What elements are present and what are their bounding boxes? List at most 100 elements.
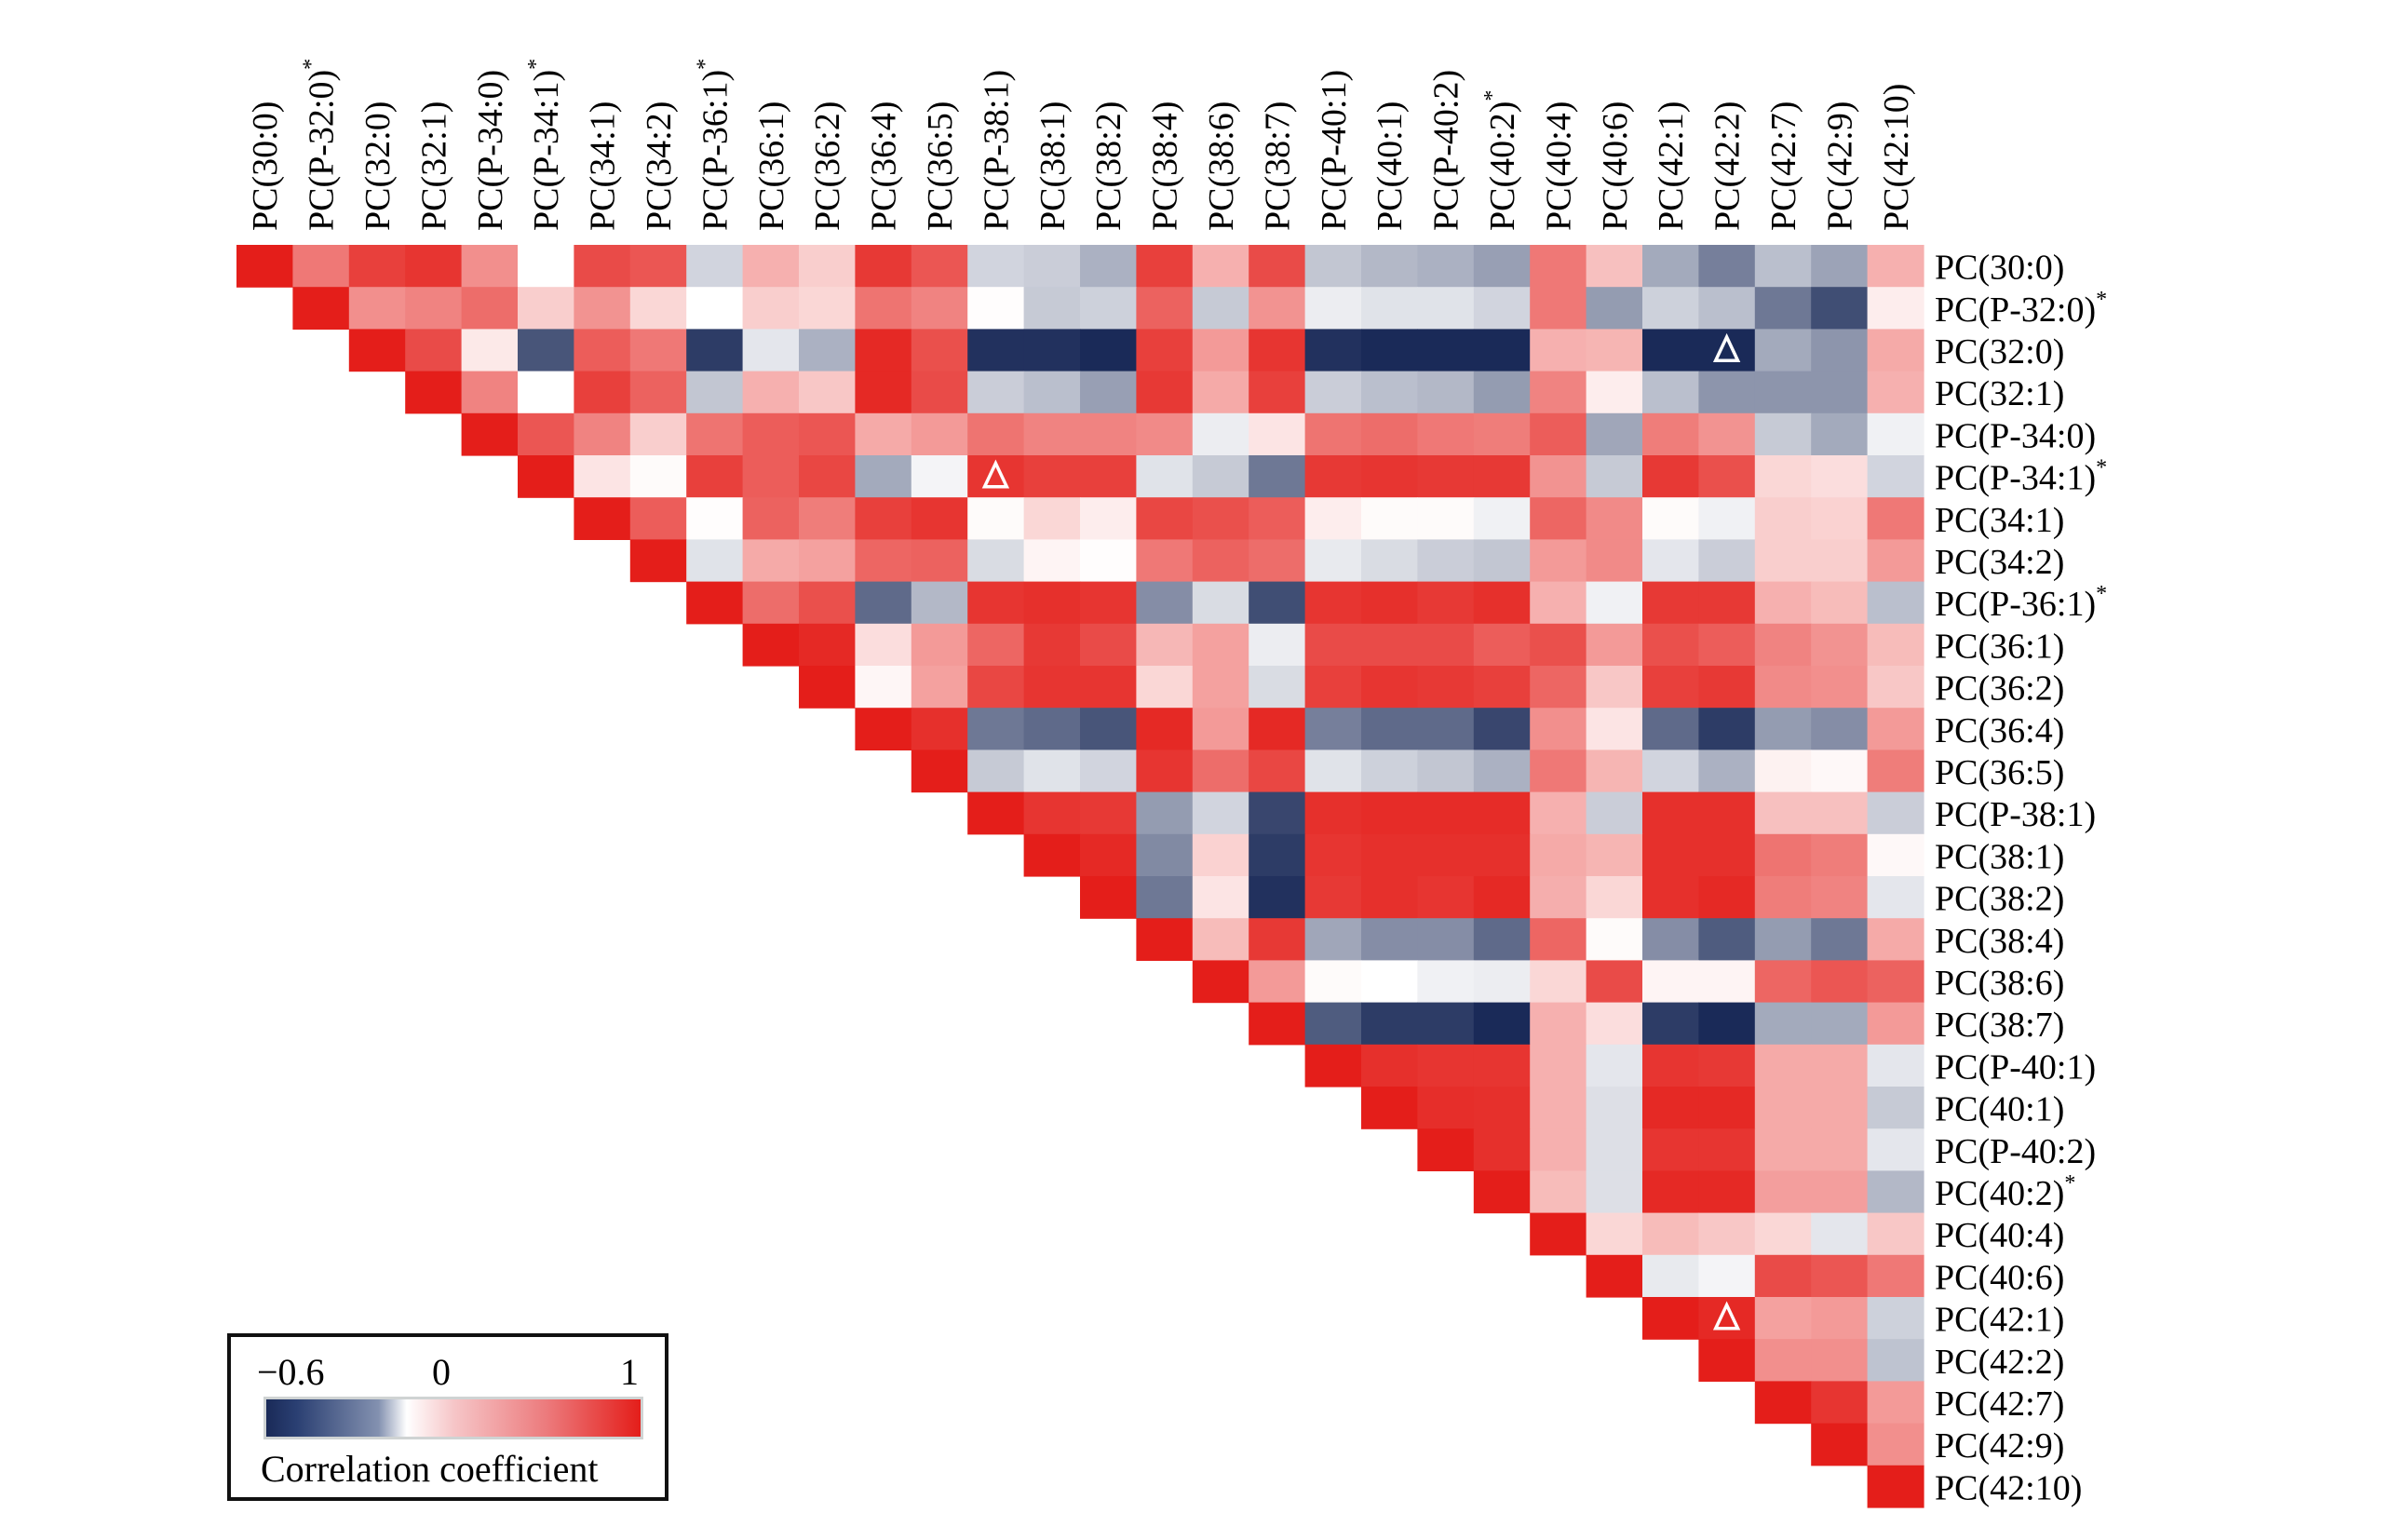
heatmap-cell: [1698, 497, 1756, 540]
heatmap-cell: [1754, 750, 1812, 793]
heatmap-cell: [967, 623, 1025, 667]
heatmap-cell: [1642, 1087, 1699, 1129]
heatmap-cell: [967, 539, 1025, 583]
heatmap-cell: [1192, 497, 1249, 540]
heatmap-cell: [1304, 581, 1362, 625]
heatmap-cell: [574, 245, 631, 288]
heatmap-cell: [1754, 666, 1812, 709]
column-label: PC(34:1): [584, 101, 623, 231]
heatmap-cell: [1642, 1128, 1699, 1171]
row-label: PC(36:2): [1935, 669, 2064, 709]
heatmap-cell: [1249, 666, 1306, 709]
row-label: PC(P-40:2): [1935, 1132, 2096, 1171]
heatmap-cell: [1530, 329, 1587, 372]
heatmap-cell: [1586, 623, 1643, 667]
heatmap-cell: [1023, 666, 1081, 709]
heatmap-cell: [911, 287, 968, 330]
heatmap-cell: [1586, 1128, 1643, 1171]
heatmap-cell: [686, 287, 744, 330]
column-label: PC(P-34:0): [471, 70, 510, 231]
heatmap-cell: [1811, 1128, 1869, 1171]
column-label: PC(38:2): [1089, 101, 1128, 231]
heatmap-cell: [1473, 581, 1531, 625]
column-label: PC(P-36:1)*: [693, 59, 735, 231]
heatmap-cell: [518, 371, 574, 414]
heatmap-cell: [1530, 1002, 1587, 1046]
heatmap-cell: [1754, 497, 1812, 540]
heatmap-cell: [1304, 791, 1362, 835]
row-label: PC(40:6): [1935, 1258, 2064, 1297]
heatmap-cell: [1642, 1170, 1699, 1214]
heatmap-cell: [1530, 539, 1587, 583]
heatmap-cell: [1192, 666, 1249, 709]
heatmap-cell: [799, 455, 856, 498]
heatmap-cell: [574, 497, 631, 540]
heatmap-cell: [1080, 539, 1137, 583]
heatmap-cell: [1304, 918, 1362, 961]
heatmap-cell: [1867, 960, 1924, 1004]
heatmap-cell: [461, 371, 519, 414]
heatmap-cell: [1586, 1254, 1643, 1298]
heatmap-cell: [1530, 412, 1587, 456]
heatmap-cell: [1080, 245, 1137, 288]
heatmap-cell: [629, 245, 687, 288]
heatmap-cell: [799, 497, 856, 540]
heatmap-cell: [1473, 497, 1531, 540]
heatmap-cell: [1473, 1087, 1531, 1129]
heatmap-cell: [1249, 287, 1306, 330]
heatmap-cell: [1304, 666, 1362, 709]
heatmap-cell: [1417, 287, 1475, 330]
heatmap-cell: [1136, 371, 1194, 414]
heatmap-cell: [1754, 791, 1812, 835]
heatmap-cell: [1530, 623, 1587, 667]
heatmap-cell: [574, 455, 631, 498]
heatmap-cell: [1417, 1087, 1475, 1129]
column-label: PC(42:7): [1764, 101, 1803, 231]
heatmap-cell: [1136, 708, 1194, 750]
heatmap-cell: [686, 329, 744, 372]
heatmap-cell: [1417, 245, 1475, 288]
heatmap-cell: [405, 245, 463, 288]
heatmap-cell: [1642, 539, 1699, 583]
heatmap-cell: [1586, 666, 1643, 709]
heatmap-cell: [742, 455, 800, 498]
heatmap-cell: [1642, 329, 1699, 372]
row-label: PC(42:2): [1935, 1343, 2064, 1382]
heatmap-cell: [911, 623, 968, 667]
heatmap-cell: [1530, 750, 1587, 793]
heatmap-cell: [1698, 1254, 1756, 1298]
heatmap-cell: [1867, 876, 1924, 919]
heatmap-cell: [1642, 791, 1699, 835]
heatmap-cell: [1249, 497, 1306, 540]
heatmap-cell: [1249, 833, 1306, 877]
heatmap-cell: [1867, 1423, 1924, 1466]
heatmap-cell: [1023, 497, 1081, 540]
heatmap-cell: [1642, 833, 1699, 877]
heatmap-cell: [1642, 708, 1699, 750]
heatmap-cell: [1586, 1087, 1643, 1129]
heatmap-cell: [1136, 539, 1194, 583]
heatmap-cell: [629, 412, 687, 456]
heatmap-cell: [1530, 245, 1587, 288]
heatmap-cell: [1754, 581, 1812, 625]
row-label: PC(38:6): [1935, 964, 2064, 1003]
column-label: PC(42:10): [1877, 84, 1916, 231]
heatmap-cell: [574, 329, 631, 372]
heatmap-cell: [1867, 245, 1924, 288]
heatmap-cell: [574, 287, 631, 330]
row-label: PC(40:1): [1935, 1090, 2064, 1129]
heatmap-cell: [1473, 1044, 1531, 1087]
heatmap-cell: [405, 287, 463, 330]
heatmap-cell: [1530, 960, 1587, 1004]
heatmap-cell: [1642, 455, 1699, 498]
heatmap-cell: [1304, 329, 1362, 372]
heatmap-cell: [1473, 1128, 1531, 1171]
heatmap-cell: [1192, 581, 1249, 625]
heatmap-cell: [799, 539, 856, 583]
column-label: PC(P-38:1): [977, 70, 1016, 231]
heatmap-cell: [742, 497, 800, 540]
heatmap-cell: [1754, 1002, 1812, 1046]
heatmap-cell: [1417, 833, 1475, 877]
heatmap-cell: [1417, 1002, 1475, 1046]
heatmap-cell: [1361, 455, 1418, 498]
